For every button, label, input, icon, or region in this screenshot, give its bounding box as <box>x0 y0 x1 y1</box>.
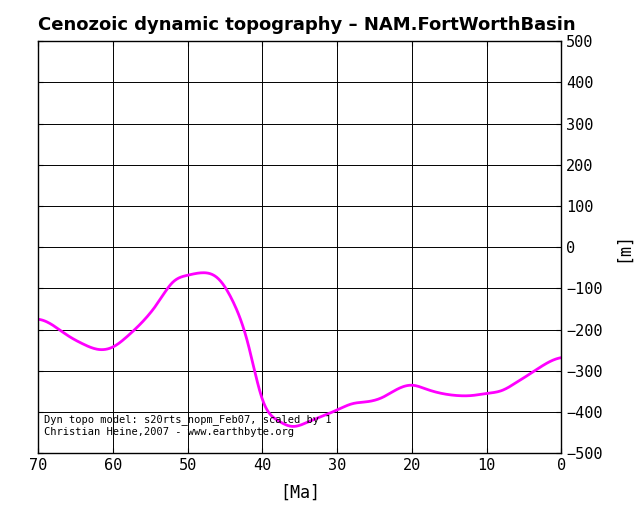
X-axis label: [Ma]: [Ma] <box>280 484 320 502</box>
Text: Dyn topo model: s20rts_nopm_Feb07, scaled by 1
Christian Heine,2007 - www.earthb: Dyn topo model: s20rts_nopm_Feb07, scale… <box>43 414 331 437</box>
Text: Cenozoic dynamic topography – NAM.FortWorthBasin: Cenozoic dynamic topography – NAM.FortWo… <box>38 16 576 34</box>
Y-axis label: [m]: [m] <box>614 232 632 262</box>
